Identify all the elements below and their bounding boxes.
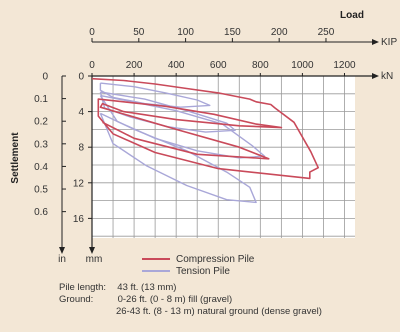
ground-line-2: 26-43 ft. (8 - 13 m) natural ground (den…	[116, 306, 322, 317]
ground-label: Ground:	[59, 294, 94, 305]
mm-tick-label: 0	[78, 72, 84, 83]
in-tick-label: 0.6	[34, 207, 48, 218]
in-tick-label: 0.4	[34, 162, 48, 173]
pile-length-label: Pile length:	[59, 282, 107, 293]
legend-label-tension: Tension Pile	[176, 266, 230, 277]
y-axis-title: Settlement	[10, 132, 21, 184]
compression-pile-line	[91, 77, 319, 180]
kn-tick-label: 800	[252, 60, 269, 71]
kip-tick-label: 150	[224, 27, 241, 38]
kip-tick-label: 200	[271, 27, 288, 38]
kip-unit-label: KIP	[381, 37, 397, 48]
tension-pile-loop	[99, 82, 211, 108]
kip-tick-label: 250	[318, 27, 335, 38]
pile-length-value: 43 ft. (13 mm)	[117, 282, 177, 293]
pile-length-note: Pile length: 43 ft. (13 mm)	[59, 282, 176, 294]
in-tick-label: 0.1	[34, 94, 48, 105]
series	[91, 77, 319, 204]
ground-note-2: 26-43 ft. (8 - 13 m) natural ground (den…	[116, 306, 322, 318]
plot-area	[92, 76, 355, 238]
in-tick-label: 0.3	[34, 139, 48, 150]
mm-tick-label: 4	[78, 107, 84, 118]
in-unit-label: in	[58, 254, 66, 265]
kn-tick-label: 1000	[291, 60, 314, 71]
kn-tick-label: 1200	[333, 60, 356, 71]
kn-tick-label: 0	[89, 60, 95, 71]
kn-unit-label: kN	[381, 71, 393, 82]
x-axis-title: Load	[340, 10, 364, 21]
in-tick-label: 0.2	[34, 117, 48, 128]
in-axis-arrow	[59, 247, 65, 254]
mm-tick-label: 16	[73, 214, 85, 225]
kn-tick-label: 600	[210, 60, 227, 71]
legend: Compression Pile Tension Pile	[142, 254, 255, 277]
tension-pile-loop	[99, 112, 257, 204]
mm-unit-label: mm	[86, 254, 103, 265]
kn-tick-label: 400	[168, 60, 185, 71]
in-tick-label: 0	[42, 72, 48, 83]
ground-line-1: 0-26 ft. (0 - 8 m) fill (gravel)	[117, 294, 233, 305]
ground-note: Ground: 0-26 ft. (0 - 8 m) fill (gravel)	[59, 294, 232, 306]
kip-axis-arrow	[372, 39, 379, 45]
kn-axis-arrow	[372, 73, 379, 79]
mm-tick-label: 8	[78, 143, 84, 154]
mm-tick-label: 12	[73, 178, 85, 189]
kip-tick-label: 50	[133, 27, 145, 38]
mm-axis-arrow	[89, 247, 95, 254]
in-tick-label: 0.5	[34, 185, 48, 196]
grid	[92, 76, 355, 238]
legend-label-compression: Compression Pile	[176, 254, 255, 265]
kip-tick-label: 100	[177, 27, 194, 38]
kip-tick-label: 0	[89, 27, 95, 38]
axes	[59, 38, 379, 254]
kn-tick-label: 200	[126, 60, 143, 71]
